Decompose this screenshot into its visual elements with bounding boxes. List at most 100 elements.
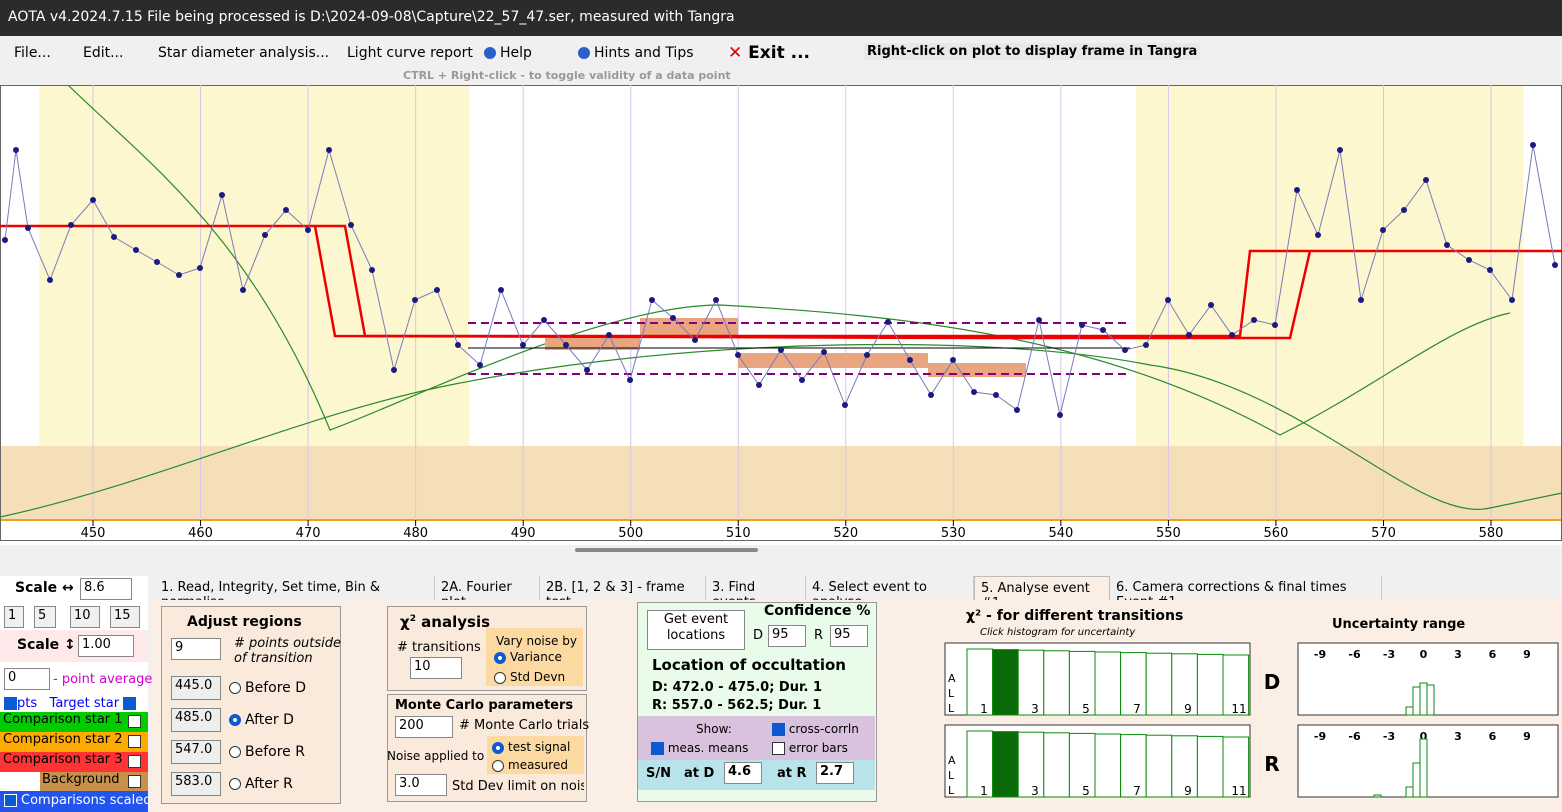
data-point xyxy=(842,402,848,408)
scale-button[interactable]: 1 xyxy=(4,606,24,628)
data-point xyxy=(756,382,762,388)
menu-light-curve[interactable]: Light curve report xyxy=(347,45,473,61)
measured-label: measured xyxy=(508,758,568,772)
scale-v-input[interactable]: 1.00 xyxy=(78,635,134,657)
right-click-hint: Right-click on plot to display frame in … xyxy=(864,43,1201,60)
means-check[interactable]: meas. means xyxy=(651,741,748,755)
uncertainty-bar xyxy=(1426,684,1435,716)
data-point xyxy=(412,297,418,303)
help-text: Help xyxy=(500,45,532,61)
sn-r: 2.7 xyxy=(816,762,854,784)
chi-bar xyxy=(992,731,1019,798)
tab[interactable]: 2B. [1, 2 & 3] - frame test xyxy=(540,576,706,610)
background-check[interactable] xyxy=(128,775,141,788)
data-point xyxy=(1186,332,1192,338)
data-point xyxy=(25,225,31,231)
data-point xyxy=(1530,142,1536,148)
target-check[interactable] xyxy=(123,697,137,710)
data-point xyxy=(713,297,719,303)
tab[interactable]: 5. Analyse event #1 xyxy=(974,576,1110,611)
chi-bar xyxy=(1145,652,1173,716)
uncertainty-tick: 3 xyxy=(1454,730,1462,743)
target-row: pts Target star xyxy=(4,696,148,711)
scale-h-input[interactable]: 8.6 xyxy=(80,578,132,600)
d-confidence[interactable]: 95 xyxy=(768,625,806,647)
limit-input[interactable]: 3.0 xyxy=(395,774,447,796)
chi-hist-title: χ² - for different transitions xyxy=(966,608,1184,624)
x-tick-label: 560 xyxy=(1264,526,1289,541)
tab[interactable]: 4. Select event to analyse xyxy=(806,576,974,610)
data-point xyxy=(1143,342,1149,348)
region-radio[interactable]: After R xyxy=(229,776,293,792)
chi-bar xyxy=(1094,651,1122,716)
data-point xyxy=(2,237,8,243)
data-point xyxy=(1057,412,1063,418)
data-point xyxy=(498,287,504,293)
data-point xyxy=(13,147,19,153)
uncertainty-tick: -9 xyxy=(1314,730,1326,743)
cross-check[interactable]: cross-corrln xyxy=(772,722,859,736)
stddevn-radio[interactable]: Std Devn xyxy=(494,670,565,684)
all-label: L xyxy=(948,687,955,700)
measured-radio[interactable]: measured xyxy=(492,758,568,772)
radio xyxy=(494,651,506,664)
menu-exit[interactable]: ✕ Exit ... xyxy=(728,43,810,63)
data-point xyxy=(1165,297,1171,303)
title-bar xyxy=(0,0,1562,36)
tab[interactable]: 1. Read, Integrity, Set time, Bin & norm… xyxy=(155,576,435,610)
menu-star[interactable]: Star diameter analysis... xyxy=(158,45,330,61)
data-point xyxy=(1358,297,1364,303)
at-r-label: at R xyxy=(777,766,807,781)
scale-button[interactable]: 15 xyxy=(110,606,140,628)
light-curve-plot[interactable]: 450 460 470 480 490 500 510 520 530 540 550 560 570 5… xyxy=(0,85,1562,545)
uncertainty-tick: -3 xyxy=(1383,648,1395,661)
region-input[interactable]: 583.0 xyxy=(171,772,221,796)
location-title: Location of occultation xyxy=(652,656,846,674)
tab[interactable]: 6. Camera corrections & final times Even… xyxy=(1110,576,1382,610)
region-radio[interactable]: Before D xyxy=(229,680,306,696)
tab[interactable]: 2A. Fourier plot xyxy=(435,576,540,610)
region-radio[interactable]: Before R xyxy=(229,744,305,760)
menu-help[interactable]: Help xyxy=(484,45,532,61)
scaled-check[interactable] xyxy=(4,794,17,807)
show-box xyxy=(638,716,875,760)
menu-edit[interactable]: Edit... xyxy=(83,45,124,61)
region-input[interactable]: 485.0 xyxy=(171,708,221,732)
comp3-check[interactable] xyxy=(128,755,141,768)
data-point xyxy=(176,272,182,278)
scale-button[interactable]: 10 xyxy=(70,606,100,628)
test-signal-radio[interactable]: test signal xyxy=(492,740,570,754)
comp2-check[interactable] xyxy=(128,735,141,748)
region-input[interactable]: 445.0 xyxy=(171,676,221,700)
data-point xyxy=(197,265,203,271)
points-input[interactable]: 9 xyxy=(171,638,221,660)
comp1-check[interactable] xyxy=(128,715,141,728)
menu-file[interactable]: File... xyxy=(14,45,51,61)
r-confidence[interactable]: 95 xyxy=(830,625,868,647)
region-input[interactable]: 547.0 xyxy=(171,740,221,764)
data-point xyxy=(606,332,612,338)
data-point xyxy=(1100,327,1106,333)
scale-button[interactable]: 5 xyxy=(34,606,56,628)
transitions-input[interactable]: 10 xyxy=(410,657,462,679)
chi-bar xyxy=(992,649,1019,716)
errorbars-check[interactable]: error bars xyxy=(772,741,848,755)
tab[interactable]: 3. Find events xyxy=(706,576,806,610)
splitter[interactable] xyxy=(575,548,758,552)
average-select[interactable]: 0 xyxy=(4,668,50,690)
trials-input[interactable]: 200 xyxy=(395,716,453,738)
pts-check[interactable] xyxy=(4,697,17,710)
variance-radio[interactable]: Variance xyxy=(494,650,562,664)
ctrl-hint: CTRL + Right-click - to toggle validity … xyxy=(403,69,731,82)
get-locations-button[interactable]: Get event locations xyxy=(647,610,745,650)
region-radio[interactable]: After D xyxy=(229,712,294,728)
stddevn-label: Std Devn xyxy=(510,670,566,684)
chi-sup: 2 xyxy=(409,614,416,624)
chi-bar-label: 9 xyxy=(1184,784,1192,798)
chi-bar xyxy=(1017,649,1045,716)
data-point xyxy=(1444,242,1450,248)
chi-bar xyxy=(1222,736,1250,798)
menu-hints[interactable]: Hints and Tips xyxy=(578,45,694,61)
chi-bar-label: 5 xyxy=(1082,702,1090,716)
